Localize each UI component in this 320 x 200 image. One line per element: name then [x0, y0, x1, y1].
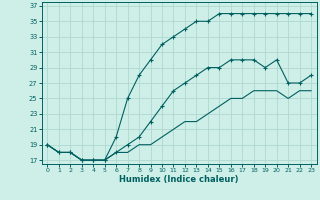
X-axis label: Humidex (Indice chaleur): Humidex (Indice chaleur) [119, 175, 239, 184]
